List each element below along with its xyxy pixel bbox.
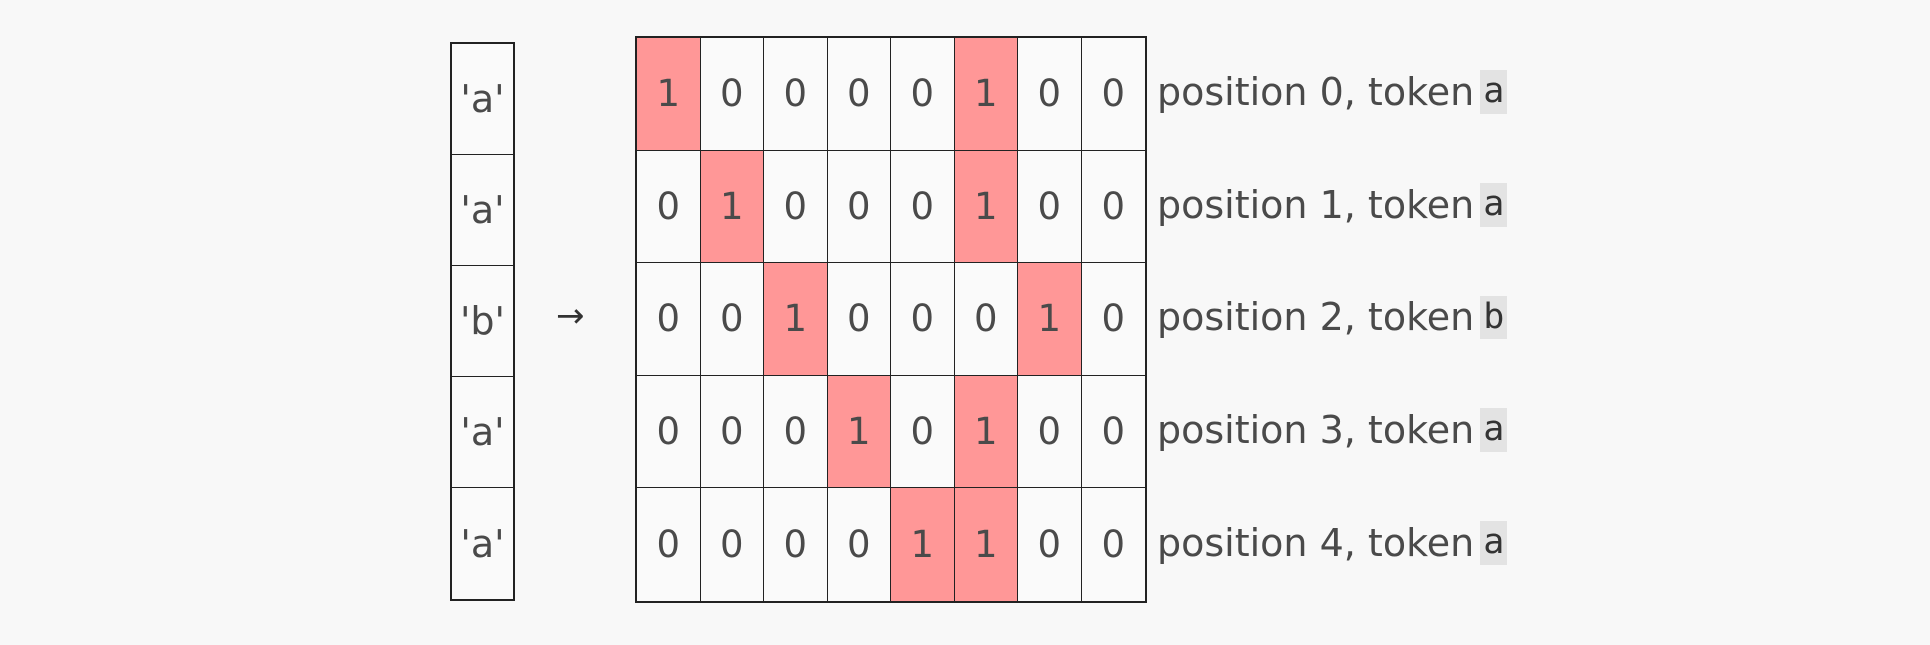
matrix-cell: 0 <box>1018 488 1082 601</box>
matrix-cell: 0 <box>637 488 701 601</box>
token-cell: 'b' <box>452 266 513 377</box>
matrix-cell: 0 <box>891 150 955 264</box>
matrix-cell: 0 <box>637 375 701 489</box>
matrix-cell: 1 <box>1018 263 1082 376</box>
row-label-text: position 3, token <box>1157 408 1475 453</box>
matrix-cell: 0 <box>954 263 1018 376</box>
matrix-cell: 0 <box>891 263 955 376</box>
matrix-cell: 1 <box>700 150 764 264</box>
row-label: position 3, token a <box>1157 374 1508 487</box>
matrix-cell: 0 <box>764 375 828 489</box>
matrix-cell: 0 <box>828 488 891 601</box>
matrix-cell: 0 <box>827 38 891 151</box>
matrix-cell: 0 <box>1018 150 1082 264</box>
right-arrow-icon: → <box>556 296 585 336</box>
matrix-cell: 0 <box>827 150 891 264</box>
matrix-cell: 0 <box>764 488 828 601</box>
row-label: position 2, token b <box>1157 261 1508 374</box>
token-cell: 'a' <box>452 155 513 266</box>
matrix-cell: 0 <box>700 375 764 489</box>
matrix-cell: 1 <box>827 375 891 489</box>
matrix-cell: 0 <box>827 263 891 376</box>
matrix-cell: 0 <box>637 150 701 264</box>
token-cell: 'a' <box>452 44 513 155</box>
matrix-cell: 0 <box>700 38 764 151</box>
row-label-text: position 0, token <box>1157 70 1475 115</box>
matrix-cell: 0 <box>700 263 764 376</box>
matrix-cell: 0 <box>1081 263 1145 376</box>
token-cell: 'a' <box>452 377 513 488</box>
matrix-cell: 0 <box>1101 523 1126 567</box>
row-label-token: a <box>1480 183 1508 227</box>
matrix-cell: 0 <box>764 150 828 264</box>
matrix-cell: 0 <box>1081 376 1145 489</box>
matrix-cell: 1 <box>891 488 955 601</box>
matrix-cell: 0 <box>637 263 701 376</box>
row-label-text: position 1, token <box>1157 182 1475 227</box>
matrix-cell: 0 <box>701 488 764 601</box>
matrix-cell: 1 <box>764 263 828 376</box>
row-label: position 4, token a <box>1157 486 1508 599</box>
matrix-cell: 1 <box>637 38 701 151</box>
row-label-token: a <box>1480 408 1508 452</box>
matrix-cell: 0 <box>891 375 955 489</box>
row-label-token: a <box>1480 520 1508 565</box>
row-label-token: b <box>1480 295 1508 340</box>
token-sequence-column: 'a''a''b''a''a' <box>450 42 515 601</box>
row-labels: position 0, token a position 1, token a posi… <box>1157 36 1508 599</box>
row-label: position 0, token a <box>1157 36 1508 149</box>
matrix-cell: 0 <box>1018 38 1082 151</box>
matrix-cell: 0 <box>1081 151 1145 264</box>
matrix-cell: 0 <box>764 38 828 151</box>
matrix-cell: 1 <box>954 150 1018 264</box>
row-label-token: a <box>1480 70 1508 115</box>
token-cell: 'a' <box>460 521 505 566</box>
matrix-cell: 1 <box>954 488 1018 601</box>
matrix-cell: 0 <box>1018 375 1082 489</box>
matrix-cell: 1 <box>954 38 1018 151</box>
matrix-cell: 0 <box>1081 38 1145 151</box>
matrix-cell: 0 <box>891 38 955 151</box>
row-label-text: position 2, token <box>1157 295 1475 340</box>
matrix-cell: 1 <box>954 375 1018 489</box>
row-label-text: position 4, token <box>1157 520 1475 565</box>
row-label: position 1, token a <box>1157 149 1508 262</box>
